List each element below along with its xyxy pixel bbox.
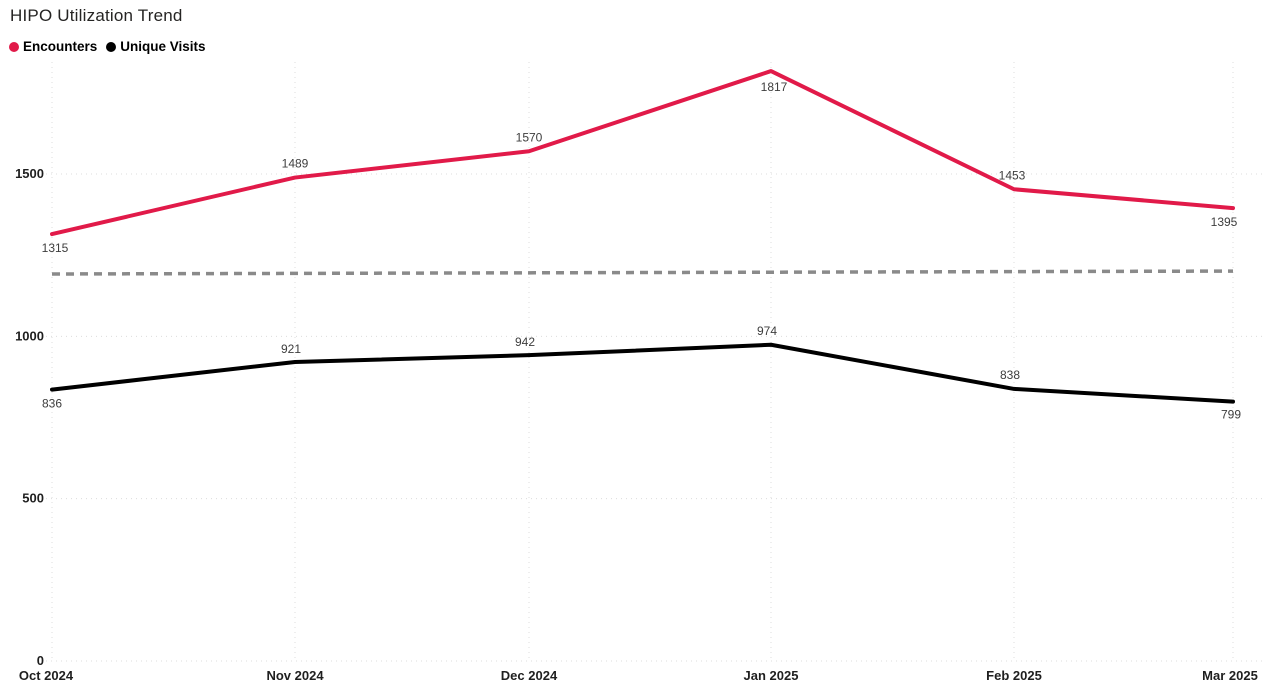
data-label: 1817	[761, 80, 788, 94]
data-label: 1489	[282, 157, 309, 171]
unique-visits-circle-icon	[106, 41, 117, 52]
legend-label-unique-visits: Unique Visits	[120, 39, 206, 54]
data-label: 1453	[999, 168, 1026, 182]
x-tick-label: Oct 2024	[19, 668, 74, 683]
data-label: 942	[515, 335, 535, 349]
data-label: 1395	[1211, 215, 1238, 229]
data-label: 799	[1221, 408, 1241, 422]
x-tick-label: Dec 2024	[501, 668, 558, 683]
y-tick-label: 500	[22, 491, 44, 506]
data-label: 921	[281, 342, 301, 356]
legend-item-encounters[interactable]: Encounters	[9, 39, 97, 54]
data-label: 974	[757, 324, 777, 338]
legend: Encounters Unique Visits	[9, 39, 206, 54]
data-label: 836	[42, 397, 62, 411]
data-label: 838	[1000, 368, 1020, 382]
legend-label-encounters: Encounters	[23, 39, 98, 54]
x-tick-label: Feb 2025	[986, 668, 1042, 683]
x-tick-label: Nov 2024	[266, 668, 324, 683]
chart-title: HIPO Utilization Trend	[10, 6, 183, 25]
encounters-circle-icon	[9, 41, 19, 52]
reference-line	[51, 269, 1234, 276]
data-label: 1570	[516, 130, 543, 144]
encounters-line[interactable]	[50, 69, 1235, 237]
x-tick-label: Mar 2025	[1202, 668, 1258, 683]
y-tick-label: 0	[37, 653, 44, 668]
unique-visits-line[interactable]	[50, 342, 1235, 404]
y-tick-label: 1000	[15, 328, 44, 343]
x-tick-label: Jan 2025	[744, 668, 799, 683]
data-label: 1315	[42, 241, 69, 255]
y-tick-label: 1500	[15, 166, 44, 181]
legend-item-unique-visits[interactable]: Unique Visits	[106, 39, 206, 54]
